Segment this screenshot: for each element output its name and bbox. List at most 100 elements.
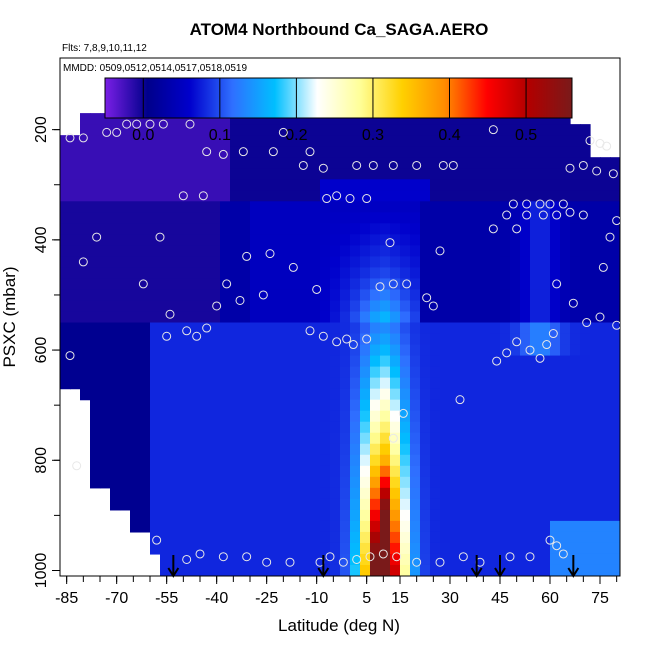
heatmap-cell	[340, 355, 351, 368]
heatmap-cell	[260, 454, 271, 467]
heatmap-cell	[390, 223, 401, 235]
heatmap-cell	[170, 542, 181, 555]
heatmap-cell	[110, 201, 121, 213]
heatmap-cell	[470, 520, 481, 533]
heatmap-cell	[130, 234, 141, 246]
heatmap-cell	[450, 366, 461, 379]
heatmap-cell	[450, 498, 461, 511]
heatmap-cell	[150, 366, 161, 379]
heatmap-cell	[330, 476, 341, 489]
heatmap-cell	[580, 311, 591, 324]
heatmap-cell	[300, 300, 311, 313]
heatmap-cell	[260, 432, 271, 445]
heatmap-cell	[160, 256, 171, 269]
heatmap-cell	[560, 146, 571, 158]
heatmap-cell	[120, 278, 131, 291]
heatmap-cell	[460, 366, 471, 379]
heatmap-cell	[530, 311, 541, 324]
heatmap-cell	[540, 146, 551, 158]
heatmap-cell	[240, 454, 251, 467]
heatmap-cell	[380, 289, 391, 302]
heatmap-cell	[250, 190, 261, 202]
heatmap-cell	[510, 344, 521, 357]
sample-point	[362, 194, 372, 204]
heatmap-cell	[200, 245, 211, 257]
heatmap-cell	[460, 333, 471, 346]
heatmap-cell	[200, 531, 211, 544]
heatmap-cell	[120, 113, 131, 125]
heatmap-cell	[190, 234, 201, 246]
heatmap-cell	[280, 267, 291, 280]
heatmap-cell	[80, 245, 91, 257]
heatmap-cell	[550, 388, 561, 401]
heatmap-cell	[390, 300, 401, 313]
heatmap-cell	[610, 289, 620, 302]
heatmap-cell	[190, 531, 201, 544]
heatmap-cell	[100, 410, 111, 423]
sample-point	[368, 160, 378, 170]
heatmap-cell	[540, 300, 551, 313]
heatmap-cell	[480, 377, 491, 390]
heatmap-cell	[490, 421, 501, 434]
heatmap-cell	[350, 509, 361, 522]
heatmap-cell	[400, 465, 411, 478]
heatmap-cell	[410, 124, 421, 136]
heatmap-cell	[600, 487, 611, 500]
heatmap-cell	[80, 212, 91, 224]
heatmap-cell	[410, 542, 421, 555]
heatmap-cell	[210, 454, 221, 467]
heatmap-cell	[130, 322, 141, 335]
heatmap-cell	[250, 520, 261, 533]
heatmap-cell	[190, 190, 201, 202]
heatmap-cell	[440, 113, 451, 125]
heatmap-cell	[270, 311, 281, 324]
heatmap-cell	[590, 333, 601, 346]
heatmap-cell	[270, 487, 281, 500]
heatmap-cell	[420, 520, 431, 533]
heatmap-cell	[610, 157, 620, 169]
heatmap-cell	[330, 333, 341, 346]
heatmap-cell	[360, 520, 371, 533]
heatmap-cell	[560, 311, 571, 324]
heatmap-cell	[140, 179, 151, 191]
heatmap-cell	[270, 344, 281, 357]
heatmap-cell	[240, 531, 251, 544]
heatmap-cell	[220, 157, 231, 169]
heatmap-cell	[260, 201, 271, 213]
heatmap-cell	[80, 135, 91, 147]
heatmap-cell	[150, 300, 161, 313]
heatmap-cell	[220, 223, 231, 235]
heatmap-cell	[160, 300, 171, 313]
x-tick-label: -55	[155, 590, 178, 607]
heatmap-cell	[400, 564, 411, 576]
heatmap-cell	[250, 443, 261, 456]
heatmap-cell	[100, 190, 111, 202]
heatmap-cell	[390, 212, 401, 224]
heatmap-cell	[480, 542, 491, 555]
heatmap-cell	[270, 531, 281, 544]
heatmap-cell	[450, 201, 461, 213]
heatmap-cell	[480, 322, 491, 335]
heatmap-cell	[300, 520, 311, 533]
heatmap-cell	[450, 333, 461, 346]
heatmap-cell	[340, 344, 351, 357]
heatmap-cell	[250, 300, 261, 313]
heatmap-cell	[170, 388, 181, 401]
heatmap-cell	[120, 212, 131, 224]
heatmap-cell	[420, 509, 431, 522]
heatmap-cell	[80, 113, 91, 125]
heatmap-cell	[220, 333, 231, 346]
heatmap-cell	[440, 245, 451, 257]
heatmap-cell	[530, 289, 541, 302]
heatmap-cell	[360, 564, 371, 576]
heatmap-cell	[190, 223, 201, 235]
heatmap-cell	[460, 289, 471, 302]
heatmap-cell	[80, 388, 91, 401]
heatmap-cell	[380, 256, 391, 269]
heatmap-cell	[560, 388, 571, 401]
heatmap-cell	[240, 465, 251, 478]
heatmap-cell	[500, 421, 511, 434]
heatmap-cell	[520, 157, 531, 169]
heatmap-cell	[160, 113, 171, 125]
heatmap-cell	[450, 377, 461, 390]
